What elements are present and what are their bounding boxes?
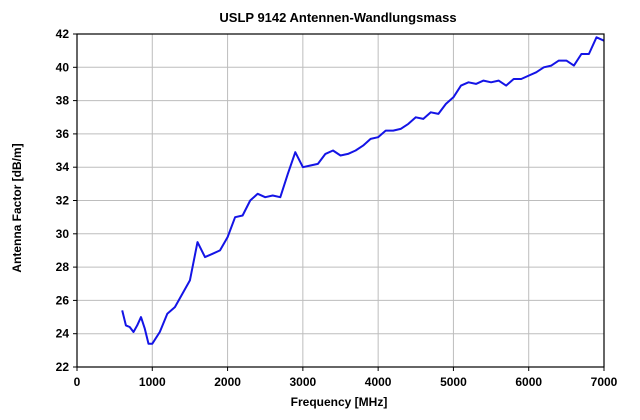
y-axis: 22 24 26 28 30 32 34 36 38 40 42: [56, 27, 77, 374]
y-tick-label: 30: [56, 227, 70, 241]
x-tick-label: 6000: [515, 375, 542, 389]
x-tick-label: 5000: [440, 375, 467, 389]
x-tick-label: 0: [74, 375, 81, 389]
x-axis-label: Frequency [MHz]: [291, 395, 388, 409]
y-tick-label: 24: [56, 327, 70, 341]
y-tick-label: 22: [56, 360, 70, 374]
x-tick-label: 7000: [591, 375, 618, 389]
series-line: [121, 36, 605, 345]
y-tick-label: 28: [56, 260, 70, 274]
y-tick-label: 40: [56, 60, 70, 74]
y-tick-label: 38: [56, 94, 70, 108]
y-axis-label: Antenna Factor [dB/m]: [10, 143, 24, 272]
series-group: [121, 36, 605, 345]
x-axis: 0 1000 2000 3000 4000 5000 6000 7000: [74, 367, 618, 389]
x-tick-label: 3000: [290, 375, 317, 389]
y-tick-label: 36: [56, 127, 70, 141]
y-tick-label: 42: [56, 27, 70, 41]
chart-title: USLP 9142 Antennen-Wandlungsmass: [219, 10, 456, 25]
x-tick-label: 2000: [214, 375, 241, 389]
y-tick-label: 26: [56, 293, 70, 307]
y-tick-label: 34: [56, 160, 70, 174]
y-tick-label: 32: [56, 194, 70, 208]
x-tick-label: 4000: [365, 375, 392, 389]
grid-lines: [77, 34, 604, 367]
x-tick-label: 1000: [139, 375, 166, 389]
